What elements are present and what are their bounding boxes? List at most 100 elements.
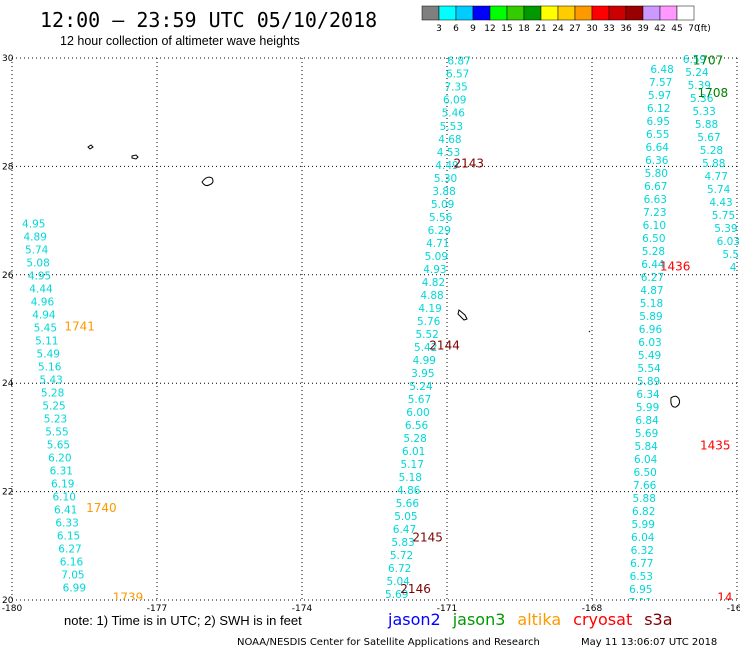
colorbar-legend: 3 6 9 12 15 18 21 24 27 30 33 36 39 42 45 70(ft) [421, 5, 711, 34]
chart-subtitle: 12 hour collection of altimeter wave hei… [60, 34, 300, 48]
wave-height-value: 6.00 [406, 407, 429, 419]
wave-height-value: 7.23 [643, 207, 666, 219]
wave-height-value: 6.15 [57, 531, 80, 543]
legend-altika: altika [517, 610, 561, 629]
wave-height-value: 5.18 [640, 298, 663, 310]
colorbar-swatch [472, 5, 491, 21]
wave-height-value: 6.34 [636, 389, 660, 401]
colorbar-swatch [506, 5, 525, 21]
colorbar-tick-label: 30 [586, 24, 598, 34]
wave-height-value: 5.88 [633, 493, 656, 505]
wave-height-value: 6.56 [405, 420, 429, 432]
colorbar-unit: (ft) [697, 24, 711, 34]
colorbar-tick-label: 12 [484, 24, 495, 34]
wave-height-value: 6.33 [55, 517, 78, 529]
pass-time-label: 1707 [693, 54, 724, 68]
y-tick-label: 22 [2, 488, 13, 498]
wave-height-value: 4.99 [413, 355, 436, 367]
wave-height-value: 5.11 [35, 335, 58, 347]
wave-height-value: 5.69 [385, 589, 408, 601]
wave-height-value: 4.93 [423, 264, 446, 276]
wave-height-value: 6.47 [393, 524, 416, 536]
wave-height-value: 5.72 [390, 550, 413, 562]
wave-height-value: 6.32 [631, 545, 654, 557]
wave-height-value: 6.44 [641, 259, 665, 271]
wave-height-value: 5.74 [25, 244, 49, 256]
wave-height-value: 4.43 [709, 197, 732, 209]
wave-height-value: 5.05 [394, 511, 417, 523]
wave-height-value: 5.45 [34, 322, 57, 334]
colorbar-swatch [608, 5, 627, 21]
colorbar-tick-label: 70 [688, 24, 700, 34]
wave-height-value: 5.76 [417, 316, 441, 328]
island-shape [131, 154, 139, 160]
wave-height-value: 6.48 [650, 64, 673, 76]
wave-height-value: 4.77 [705, 171, 728, 183]
island-shape [87, 144, 94, 150]
y-tick-label: 24 [2, 379, 14, 389]
wave-height-value: 5.53 [440, 121, 463, 133]
colorbar-tick-label: 21 [535, 24, 546, 34]
wave-height-value: 5.84 [634, 441, 658, 453]
colorbar-tick-label: 42 [654, 24, 665, 34]
wave-height-value: 6.04 [634, 454, 658, 466]
wave-height-value: 5.88 [695, 119, 718, 131]
wave-height-value: 6.19 [51, 478, 74, 490]
wave-height-value: 6.63 [644, 194, 667, 206]
wave-height-value: 6.10 [643, 220, 666, 232]
wave-height-value: 7.05 [61, 570, 84, 582]
wave-height-value: 6.04 [631, 532, 655, 544]
wave-height-value: 3.88 [432, 186, 455, 198]
wave-height-value: 5.83 [391, 537, 414, 549]
x-tick-label: -174 [292, 604, 313, 614]
wave-height-value: 5.24 [685, 67, 709, 79]
wave-height-value: 6.16 [60, 557, 84, 569]
wave-height-value: 5.66 [396, 498, 420, 510]
wave-height-value: 6.96 [639, 324, 663, 336]
wave-height-value: 6.77 [630, 558, 653, 570]
wave-height-value: 4.49 [435, 160, 458, 172]
y-tick-label: 28 [2, 162, 14, 172]
wave-height-value: 5.89 [637, 376, 660, 388]
colorbar-tick-label: 27 [569, 24, 580, 34]
colorbar-tick-label: 24 [552, 24, 564, 34]
x-tick-label: -168 [582, 604, 603, 614]
wave-height-value: 6.03 [717, 236, 740, 248]
wave-height-value: 4.94 [32, 309, 56, 321]
legend-s3a: s3a [644, 610, 672, 629]
pass-time-label: 2145 [412, 531, 443, 545]
wave-height-tracks: 6.876.577.356.095.465.534.684.534.495.30… [22, 54, 740, 609]
wave-height-value: 6.72 [388, 563, 411, 575]
wave-height-value: 4.71 [426, 238, 449, 250]
pass-time-label: 1739 [113, 590, 144, 604]
colorbar-tick-label: 36 [620, 24, 632, 34]
wave-height-value: 4.95 [28, 270, 51, 282]
x-tick-label: -177 [147, 604, 167, 614]
colorbar-swatch [676, 5, 695, 21]
wave-height-value: 5.67 [408, 394, 431, 406]
island-shape [670, 395, 681, 408]
wave-height-value: 5.30 [434, 173, 457, 185]
colorbar-swatch [540, 5, 559, 21]
axis-labels: -180 -177 -174 -171 -168 -165 20 22 24 26 28 30 [2, 54, 740, 614]
wave-height-value: 4.68 [438, 134, 461, 146]
pass-time-label: 1436 [660, 260, 691, 274]
colorbar-tick-label: 45 [671, 24, 682, 34]
wave-height-value: 7.11 [629, 597, 652, 609]
wave-height-value: 5.09 [431, 199, 454, 211]
y-tick-label: 20 [2, 596, 14, 606]
wave-height-value: 6.59 [683, 54, 706, 66]
island-shape [201, 176, 214, 187]
wave-height-value: 5.46 [442, 108, 466, 120]
wave-height-value: 5.49 [37, 348, 60, 360]
wave-height-value: 6.67 [644, 181, 667, 193]
colorbar-tick-label: 9 [470, 24, 476, 34]
colorbar-tick-label: 33 [603, 24, 614, 34]
wave-height-value: 6.64 [646, 142, 670, 154]
wave-height-value: 7.35 [444, 82, 467, 94]
wave-height-value: 5.28 [700, 145, 723, 157]
wave-height-value: 5.65 [47, 439, 70, 451]
x-tick-label: -165 [727, 604, 740, 614]
colorbar-swatch [455, 5, 474, 21]
